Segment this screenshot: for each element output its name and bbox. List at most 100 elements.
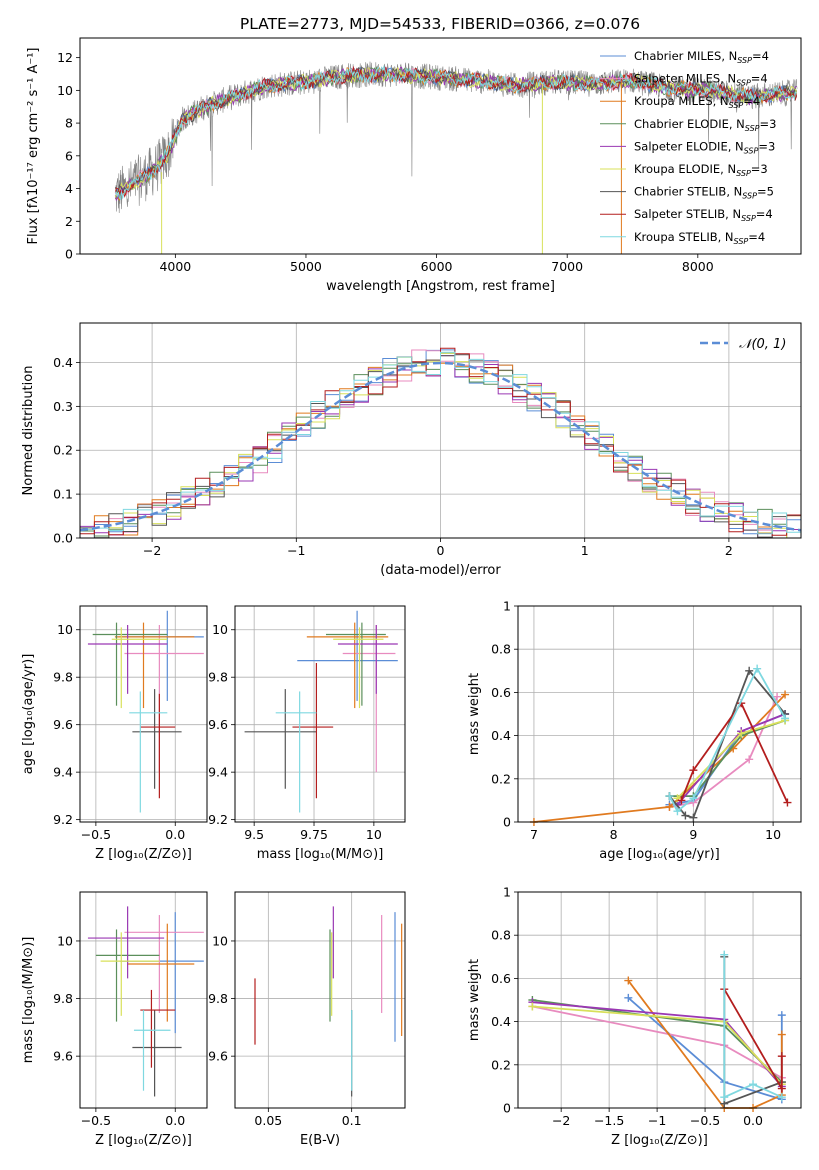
- axes-frame: [79, 37, 802, 255]
- mass-weight-point: [624, 993, 633, 1002]
- axes-frame: [79, 322, 802, 539]
- tick-label-y: 0.4: [491, 1014, 511, 1029]
- tick-label-x: 8: [610, 827, 618, 842]
- tick-label-x: 0.0: [743, 1113, 763, 1128]
- plot-z_mass: [87, 906, 204, 1097]
- tick-label-x: 0.0: [165, 1113, 185, 1128]
- axis-label-y: Normed distribution: [21, 366, 36, 496]
- legend-residuals: 𝒩(0, 1): [700, 337, 786, 352]
- tick-label-y: 10: [57, 83, 73, 98]
- mass-weight-point: [783, 798, 792, 807]
- axis-label-x: (data-model)/error: [380, 563, 501, 578]
- tick-label-y: 12: [57, 50, 73, 65]
- mass-weight-point: [777, 1052, 786, 1061]
- tick-label-y: 9.4: [53, 765, 73, 780]
- plot-spectrum: [114, 61, 798, 254]
- legend-entry: Salpeter STELIB, NSSP=4: [634, 207, 773, 223]
- axis-label-x: wavelength [Angstrom, rest frame]: [326, 279, 555, 294]
- tick-label-x: 1: [581, 543, 589, 558]
- model-spectrum-line: [114, 65, 798, 198]
- axis-label-x: Z [log₁₀(Z/Z⊙)]: [95, 1133, 192, 1148]
- tick-label-y: 0.1: [53, 487, 73, 502]
- model-spectrum-line: [114, 66, 798, 195]
- tick-label-y: 1: [503, 885, 511, 900]
- tick-label-y: 0.8: [491, 642, 511, 657]
- tick-label-y: 0.2: [491, 771, 511, 786]
- tick-label-y: 9.6: [208, 1049, 228, 1064]
- tick-label-y: 0.6: [491, 971, 511, 986]
- mass-weight-point: [777, 1011, 786, 1020]
- tick-label-y: 10: [212, 933, 228, 948]
- tick-label-x: 6000: [421, 259, 453, 274]
- mass-weight-point: [777, 1084, 786, 1093]
- tick-label-y: 9.6: [208, 717, 228, 732]
- mass-weight-point: [681, 811, 690, 820]
- plot-area: [235, 892, 405, 1108]
- tick-label-y: 9.8: [208, 991, 228, 1006]
- mass-weight-point: [737, 729, 746, 738]
- tick-label-y: 10: [57, 622, 73, 637]
- tick-label-y: 0: [503, 1101, 511, 1116]
- legend-entry: 𝒩(0, 1): [739, 337, 786, 352]
- mass-weight-point: [781, 690, 790, 699]
- mass-weight-point: [745, 755, 754, 764]
- tick-label-x: 7000: [551, 259, 583, 274]
- axes-frame: [517, 605, 802, 823]
- axes-weight_age: 7 8 9 10 0 0.2 0.4 0.6 0.8 1 age [log₁₀(age/yr)] ma…: [467, 599, 801, 862]
- axis-label-x: Z [log₁₀(Z/Z⊙)]: [95, 847, 192, 862]
- tick-label-x: −0.5: [81, 827, 111, 842]
- tick-label-x: −1: [287, 543, 305, 558]
- mass-weight-point: [528, 1002, 537, 1011]
- mass-weight-point: [624, 976, 633, 985]
- legend-entry: Chabrier MILES, NSSP=4: [634, 49, 769, 65]
- axis-label-y: Flux [fλ10⁻¹⁷ erg cm⁻² s⁻¹ A⁻¹]: [26, 48, 41, 245]
- tick-label-y: 4: [65, 181, 73, 196]
- axis-label-x: mass [log₁₀(M/M⊙)]: [257, 847, 384, 862]
- mass-weight-line: [680, 701, 789, 803]
- legend-entry: Salpeter ELODIE, NSSP=3: [634, 139, 775, 155]
- tick-label-y: 0.6: [491, 685, 511, 700]
- axes-frame: [517, 891, 802, 1109]
- tick-label-y: 10: [212, 622, 228, 637]
- tick-label-y: 0: [503, 815, 511, 830]
- tick-label-y: 0.4: [491, 728, 511, 743]
- mass-weight-point: [777, 1093, 786, 1102]
- axes-residuals: −2 −1 0 1 2 0.0 0.1 0.2 0.3 0.4 (data-model)/error…: [21, 323, 801, 578]
- mass-weight-point: [773, 692, 782, 701]
- legend-entry: Chabrier ELODIE, NSSP=3: [634, 117, 776, 133]
- mass-weight-point: [677, 796, 686, 805]
- tick-label-x: 0.1: [342, 1113, 362, 1128]
- axis-label-y: mass weight: [467, 959, 482, 1041]
- tick-label-x: −2: [143, 543, 161, 558]
- tick-label-y: 0.2: [491, 1057, 511, 1072]
- axis-label-x: E(B-V): [300, 1133, 340, 1148]
- tick-label-y: 9.2: [208, 812, 228, 827]
- tick-label-x: 9.5: [244, 827, 264, 842]
- tick-label-y: 9.6: [53, 1049, 73, 1064]
- tick-label-x: 9.75: [300, 827, 328, 842]
- axis-label-y: mass [log₁₀(M/M⊙)]: [21, 937, 36, 1064]
- axes-z_mass: −0.5 0.0 9.6 9.8 10 Z [log₁₀(Z/Z⊙)] mass [log₁…: [21, 892, 207, 1148]
- tick-label-x: −0.5: [690, 1113, 720, 1128]
- tick-label-y: 1: [503, 599, 511, 614]
- tick-label-x: 8000: [682, 259, 714, 274]
- mass-weight-point: [781, 714, 790, 723]
- tick-label-y: 0.2: [53, 443, 73, 458]
- tick-label-y: 0.3: [53, 399, 73, 414]
- mass-weight-point: [673, 807, 682, 816]
- legend-entry: Salpeter MILES, NSSP=4: [634, 72, 768, 88]
- tick-label-y: 0: [65, 247, 73, 262]
- legend-entry: Kroupa MILES, NSSP=4: [634, 94, 760, 110]
- plot-mass_age: [244, 610, 398, 813]
- plot-area: [235, 606, 405, 822]
- plot-area: [518, 606, 801, 822]
- tick-label-x: 0: [437, 543, 445, 558]
- tick-label-x: 10: [366, 827, 382, 842]
- tick-label-x: 0.05: [254, 1113, 282, 1128]
- legend-entry: Chabrier STELIB, NSSP=5: [634, 185, 774, 201]
- plot-ebv_mass: [254, 906, 403, 1097]
- tick-label-y: 6: [65, 148, 73, 163]
- tick-label-y: 9.8: [53, 670, 73, 685]
- axis-label-y: mass weight: [467, 673, 482, 755]
